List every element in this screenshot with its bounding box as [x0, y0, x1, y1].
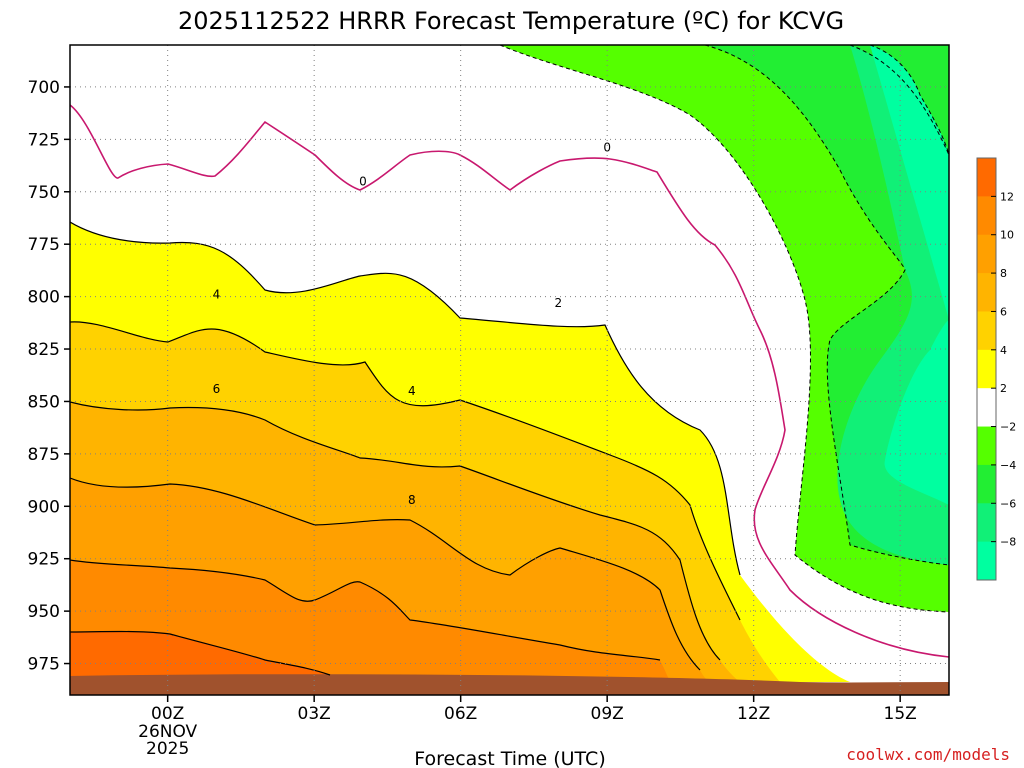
y-tick-label: 825 — [28, 340, 60, 360]
contour-label: 4 — [408, 384, 416, 398]
colorbar-tick-label: 4 — [1000, 344, 1007, 357]
contour-label: 6 — [213, 382, 221, 396]
colorbar-tick-label: 8 — [1000, 267, 1007, 280]
contour-line-4c — [70, 321, 741, 621]
colorbar-band — [977, 503, 996, 543]
colorbar-tick-label: 12 — [1000, 190, 1014, 203]
colorbar-tick-label: −6 — [1000, 497, 1016, 510]
contour-label: 2 — [555, 296, 563, 310]
x-tick-label: 03Z — [298, 704, 331, 724]
colorbar-band — [977, 426, 996, 466]
contour-line-2c — [70, 221, 741, 576]
contour-line-6c — [70, 401, 721, 661]
colorbar-band — [977, 234, 996, 274]
ground-mask — [70, 674, 949, 695]
colorbar-band — [977, 158, 996, 197]
band-12-to-14 — [70, 631, 330, 682]
x-tick-label: 15Z — [884, 704, 917, 724]
y-tick-label: 750 — [28, 183, 60, 203]
y-tick-label: 800 — [28, 288, 60, 308]
y-tick-label: 975 — [28, 655, 60, 675]
contour-line-minus-4c — [704, 45, 949, 566]
x-tick-label: 09Z — [591, 704, 624, 724]
colorbar-tick-label: −4 — [1000, 459, 1016, 472]
contour-field: 0 0 2 4 4 6 8 — [70, 45, 949, 695]
y-tick-label: 700 — [28, 78, 60, 98]
colorbar-band — [977, 464, 996, 504]
y-axis: 700 725 750 775 800 825 850 875 900 925 950 975 — [28, 78, 70, 675]
contour-labels: 0 0 2 4 4 6 8 — [213, 141, 611, 507]
x-axis-label: Forecast Time (UTC) — [414, 748, 605, 768]
band-minus-8-to-minus-10 — [870, 45, 949, 505]
colorbar-tick-label: 6 — [1000, 305, 1007, 318]
y-tick-label: 900 — [28, 497, 60, 517]
colorbar-band — [977, 196, 996, 236]
x-tick-label: 12Z — [737, 704, 770, 724]
colorbar: 12 10 8 6 4 2 −2 −4 −6 −8 — [976, 157, 1016, 581]
band-minus-2-to-minus-4 — [500, 45, 949, 612]
y-tick-label: 725 — [28, 130, 60, 150]
contour-line-12c — [70, 630, 331, 676]
credit-text: coolwx.com/models — [846, 745, 1010, 764]
x-tick-sublabel: 2025 — [146, 739, 189, 759]
y-tick-label: 875 — [28, 445, 60, 465]
contour-line-10c — [70, 559, 661, 661]
chart-title: 2025112522 HRRR Forecast Temperature (ºC… — [178, 7, 844, 35]
contour-label: 0 — [359, 174, 367, 188]
colorbar-band — [977, 541, 996, 581]
contour-label: 8 — [408, 493, 416, 507]
colorbar-tick-label: 2 — [1000, 382, 1007, 395]
y-tick-label: 925 — [28, 550, 60, 570]
x-tick-label: 06Z — [444, 704, 477, 724]
contour-line-minus-2c — [499, 45, 949, 613]
freezing-line — [70, 104, 949, 658]
grid-lines — [70, 45, 949, 695]
y-tick-label: 775 — [28, 235, 60, 255]
colorbar-tick-label: −2 — [1000, 421, 1016, 434]
x-tick-label: 00Z — [151, 704, 184, 724]
contour-line-minus-6c — [849, 45, 949, 156]
contour-line-minus-8c — [869, 45, 949, 156]
plot-frame — [69, 44, 950, 696]
x-tick-sublabel: 26NOV — [138, 722, 197, 742]
contour-label: 0 — [603, 141, 611, 155]
colorbar-band — [977, 311, 996, 351]
negative-contours — [499, 45, 949, 613]
y-tick-label: 850 — [28, 392, 60, 412]
temperature-contours — [70, 221, 741, 676]
colorbar-band — [977, 388, 996, 428]
colorbar-band — [977, 349, 996, 389]
contour-line-8c — [70, 477, 701, 671]
y-tick-label: 950 — [28, 602, 60, 622]
colorbar-frame — [976, 157, 997, 581]
colorbar-tick-label: −8 — [1000, 536, 1016, 549]
colorbar-tick-label: 10 — [1000, 229, 1014, 242]
contour-label: 4 — [213, 288, 221, 302]
colorbar-band — [977, 273, 996, 312]
